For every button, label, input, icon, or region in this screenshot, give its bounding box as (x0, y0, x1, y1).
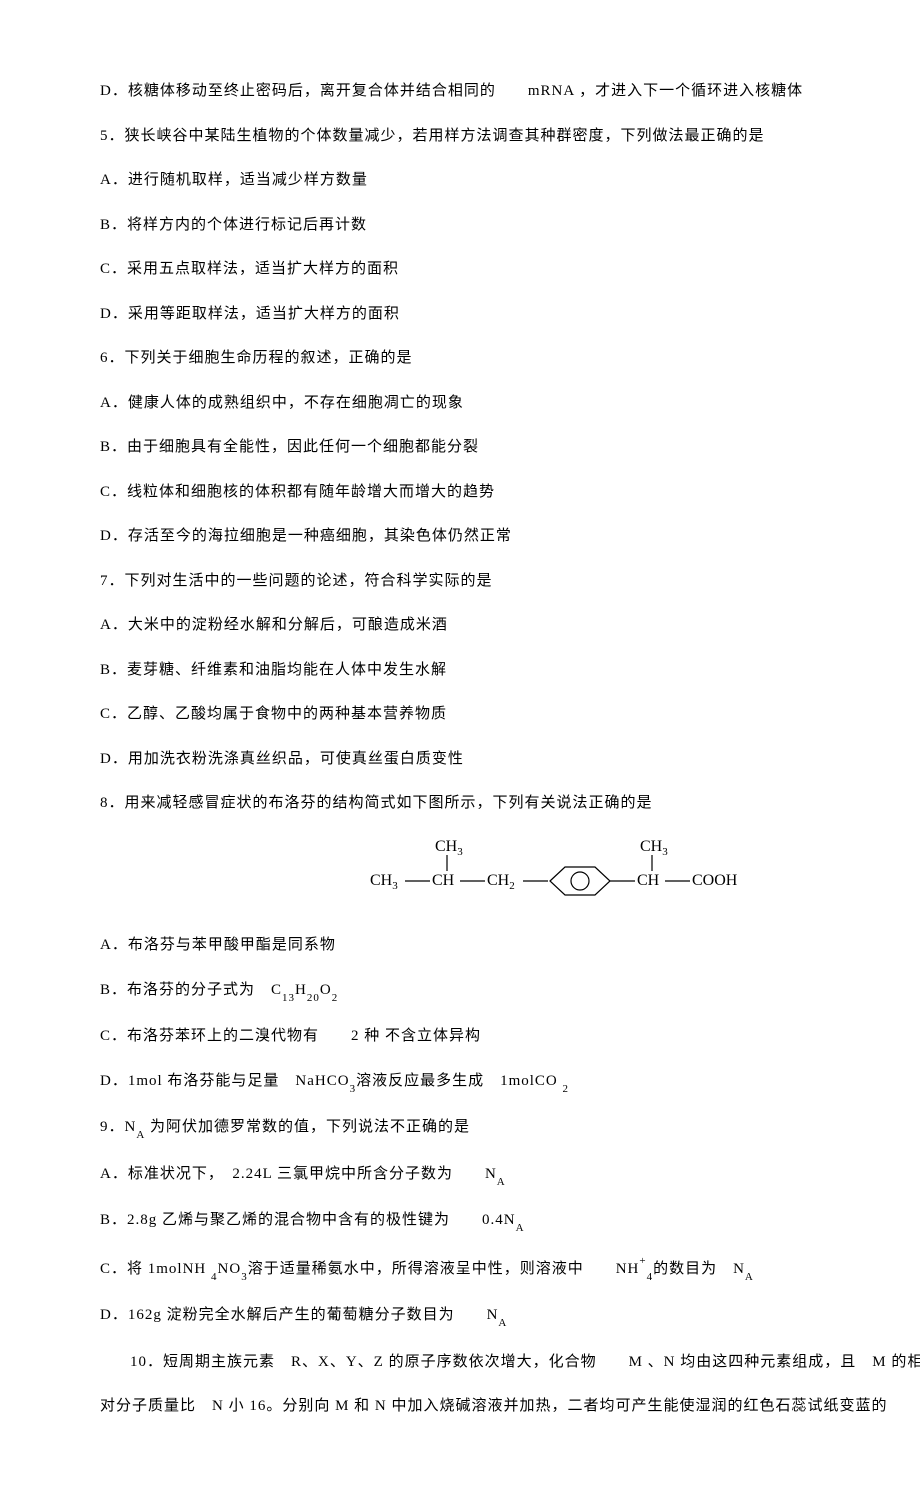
q5-stem: 5．狭长峡谷中某陆生植物的个体数量减少，若用样方法调查其种群密度，下列做法最正确… (100, 125, 920, 148)
q8-option-b: B．布洛芬的分子式为 C13H20O2 (100, 979, 920, 1004)
q8-option-c: C．布洛芬苯环上的二溴代物有 2 种 不含立体异构 (100, 1025, 920, 1048)
svg-text:CH3: CH3 (370, 872, 398, 892)
q9-option-d: D．162g 淀粉完全水解后产生的葡萄糖分子数目为 NA (100, 1304, 920, 1329)
q8-stem: 8．用来减轻感冒症状的布洛芬的结构简式如下图所示，下列有关说法正确的是 (100, 792, 920, 815)
svg-text:CH2: CH2 (487, 872, 515, 892)
q6-option-a: A．健康人体的成熟组织中，不存在细胞凋亡的现象 (100, 392, 920, 415)
svg-text:CH3: CH3 (640, 838, 668, 858)
q5-option-a: A．进行随机取样，适当减少样方数量 (100, 169, 920, 192)
q5-option-d: D．采用等距取样法，适当扩大样方的面积 (100, 303, 920, 326)
q6-option-c: C．线粒体和细胞核的体积都有随年龄增大而增大的趋势 (100, 481, 920, 504)
q9-option-c: C．将 1molNH 4NO3溶于适量稀氨水中，所得溶液呈中性，则溶液中 NH+… (100, 1256, 920, 1283)
q10-line1: 10．短周期主族元素 R、X、Y、Z 的原子序数依次增大，化合物 M 、N 均由… (100, 1351, 920, 1374)
q4-option-d: D．核糖体移动至终止密码后，离开复合体并结合相同的 mRNA ，才进入下一个循环… (100, 80, 920, 103)
q8b-pre: B．布洛芬的分子式为 (100, 982, 271, 998)
q8-option-d: D．1mol 布洛芬能与足量 NaHCO3溶液反应最多生成 1molCO 2 (100, 1070, 920, 1095)
svg-text:CH3: CH3 (435, 838, 463, 858)
q7-stem: 7．下列对生活中的一些问题的论述，符合科学实际的是 (100, 570, 920, 593)
q8b-formula: C13H20O2 (271, 982, 338, 998)
q9-option-a: A．标准状况下， 2.24L 三氯甲烷中所含分子数为 NA (100, 1163, 920, 1188)
svg-text:CH: CH (432, 872, 455, 889)
q10-line2: 对分子质量比 N 小 16。分别向 M 和 N 中加入烧碱溶液并加热，二者均可产… (100, 1395, 920, 1418)
q6-option-d: D．存活至今的海拉细胞是一种癌细胞，其染色体仍然正常 (100, 525, 920, 548)
q5-option-c: C．采用五点取样法，适当扩大样方的面积 (100, 258, 920, 281)
q8-option-a: A．布洛芬与苯甲酸甲酯是同系物 (100, 934, 920, 957)
q6-stem: 6．下列关于细胞生命历程的叙述，正确的是 (100, 347, 920, 370)
q6-option-b: B．由于细胞具有全能性，因此任何一个细胞都能分裂 (100, 436, 920, 459)
q7-option-a: A．大米中的淀粉经水解和分解后，可酿造成米酒 (100, 614, 920, 637)
q9-stem: 9．NA 为阿伏加德罗常数的值，下列说法不正确的是 (100, 1116, 920, 1141)
q7-option-b: B．麦芽糖、纤维素和油脂均能在人体中发生水解 (100, 659, 920, 682)
q7-option-c: C．乙醇、乙酸均属于食物中的两种基本营养物质 (100, 703, 920, 726)
svg-text:COOH: COOH (692, 872, 738, 889)
q5-option-b: B．将样方内的个体进行标记后再计数 (100, 214, 920, 237)
q8-structure-image: .ft { font-family: "Times New Roman", se… (100, 837, 920, 915)
svg-text:CH: CH (637, 872, 660, 889)
q7-option-d: D．用加洗衣粉洗涤真丝织品，可使真丝蛋白质变性 (100, 748, 920, 771)
q9-option-b: B．2.8g 乙烯与聚乙烯的混合物中含有的极性键为 0.4NA (100, 1209, 920, 1234)
